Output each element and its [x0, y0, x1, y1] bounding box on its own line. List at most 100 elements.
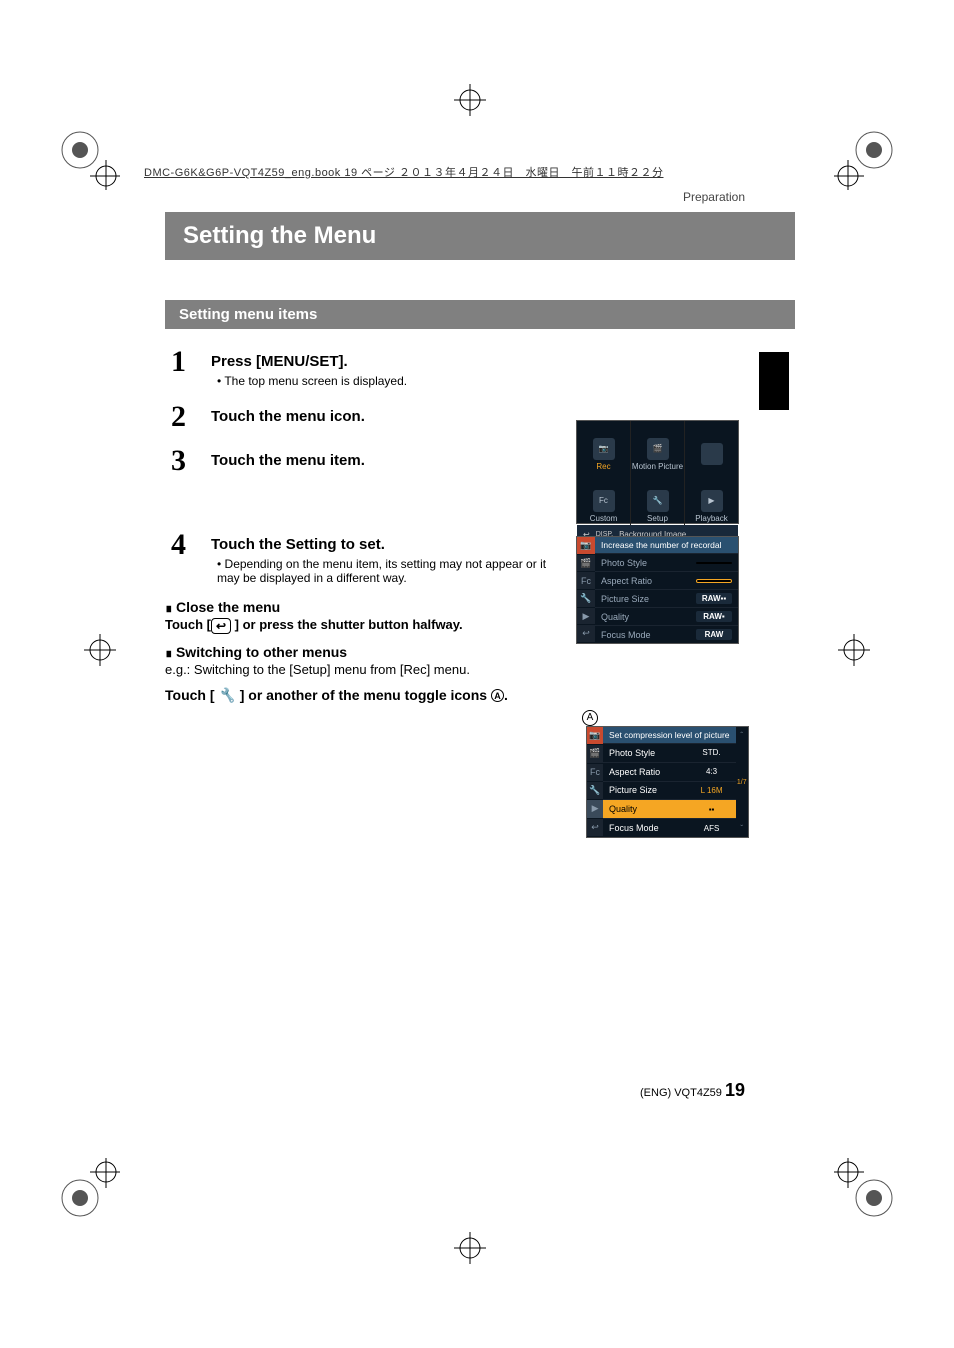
row-label: Quality — [609, 804, 637, 814]
menu-row: Focus ModeRAW — [595, 625, 738, 643]
crop-mark-icon — [834, 630, 874, 670]
menu-tile-custom: Fc Custom — [577, 487, 630, 525]
step-item: 1 Press [MENU/SET]. The top menu screen … — [171, 347, 571, 388]
section-subtitle: Setting menu items — [165, 300, 795, 329]
file-header-text: DMC-G6K&G6P-VQT4Z59_eng.book 19 ページ ２０１３… — [144, 164, 663, 180]
text-fragment: ] or another of the menu toggle icons — [236, 687, 491, 703]
step-number: 3 — [171, 446, 211, 476]
menu-banner: Set compression level of picture — [603, 727, 735, 743]
step-number: 2 — [171, 402, 211, 432]
row-label: Focus Mode — [609, 823, 659, 833]
menu-row: Picture Size L 16M — [603, 781, 735, 800]
sidebar-setup-icon: 🔧 — [577, 590, 595, 608]
row-value: RAW▪▪ — [696, 593, 732, 604]
camera-top-menu-screenshot: 📷 Rec 🎬 Motion Picture Fc Custom 🔧 Setup… — [576, 420, 739, 524]
row-label: Aspect Ratio — [601, 576, 652, 586]
step-item: 4 Touch the Setting to set. Depending on… — [171, 530, 571, 585]
row-value: L 16M — [694, 785, 730, 796]
step-number: 4 — [171, 530, 211, 585]
sidebar-setup-icon: 🔧 — [587, 782, 603, 800]
row-label: Quality — [601, 612, 629, 622]
row-value: RAW — [696, 629, 732, 640]
crop-mark-icon — [834, 1158, 894, 1218]
camera-icon: 📷 — [593, 438, 615, 460]
annotation-a-marker: A — [582, 710, 598, 726]
close-menu-text: Touch [↩ ] or press the shutter button h… — [165, 617, 565, 634]
menu-row: Aspect Ratio — [595, 571, 738, 589]
touch-instruction: Touch [ 🔧 ] or another of the menu toggl… — [165, 687, 565, 704]
row-value: 4:3 — [694, 766, 730, 777]
menu-row: Aspect Ratio 4:3 — [603, 762, 735, 781]
menu-tile-playback: ▶ Playback — [684, 487, 738, 525]
playback-icon: ▶ — [701, 490, 723, 512]
pager-count: 1/7 — [737, 779, 747, 786]
crop-mark-icon — [834, 130, 894, 190]
pager-down-icon: ˇ — [740, 824, 743, 833]
menu-sidebar: 📷 🎬 Fc 🔧 ▶ ↩ — [587, 727, 603, 837]
switch-menu-text: e.g.: Switching to the [Setup] menu from… — [165, 662, 565, 677]
sidebar-rec-icon: 📷 — [587, 727, 603, 745]
row-value: STD. — [694, 747, 730, 758]
sidebar-motion-icon: 🎬 — [577, 555, 595, 573]
crop-mark-icon — [80, 630, 120, 670]
tile-label: Setup — [647, 514, 668, 523]
row-label: Picture Size — [609, 785, 657, 795]
step-title: Touch the menu icon. — [211, 408, 571, 425]
sidebar-back-icon: ↩ — [587, 819, 603, 837]
menu-row: Photo Style — [595, 553, 738, 571]
switch-menu-heading: Switching to other menus — [165, 644, 565, 660]
row-label: Aspect Ratio — [609, 767, 660, 777]
crop-mark-icon — [60, 130, 120, 190]
annotation-a-icon: A — [491, 689, 504, 702]
step-title: Press [MENU/SET]. — [211, 353, 571, 370]
camera-menu-quality-screenshot: 📷 🎬 Fc 🔧 ▶ ↩ Set compression level of pi… — [586, 726, 749, 838]
menu-row: Focus ModeAFS — [603, 818, 735, 837]
pager-up-icon: ˆ — [740, 731, 743, 740]
crop-mark-icon — [60, 1158, 120, 1218]
wrench-icon: 🔧 — [218, 687, 235, 703]
page-title: Setting the Menu — [165, 212, 795, 260]
section-label: Preparation — [165, 190, 795, 204]
menu-tile-motion: 🎬 Motion Picture — [630, 421, 684, 487]
sidebar-playback-icon: ▶ — [587, 800, 603, 818]
steps-list: 1 Press [MENU/SET]. The top menu screen … — [171, 347, 571, 585]
menu-tile-setup: 🔧 Setup — [630, 487, 684, 525]
sidebar-rec-icon: 📷 — [577, 537, 595, 555]
tile-label: Custom — [590, 514, 618, 523]
back-icon: ↩ — [211, 618, 231, 634]
sidebar-motion-icon: 🎬 — [587, 745, 603, 763]
text-fragment: Touch [ — [165, 617, 211, 632]
menu-row: Picture Size RAW▪▪ — [595, 589, 738, 607]
menu-tile-rec: 📷 Rec — [577, 421, 630, 487]
step-item: 3 Touch the menu item. — [171, 446, 571, 476]
tile-label: Motion Picture — [632, 462, 683, 471]
menu-tile-blank — [684, 421, 738, 487]
step-note: The top menu screen is displayed. — [217, 374, 571, 388]
row-label: Picture Size — [601, 594, 649, 604]
step-number: 1 — [171, 347, 211, 388]
sidebar-back-icon: ↩ — [577, 625, 595, 643]
text-fragment: ] or press the shutter button halfway. — [231, 617, 463, 632]
menu-row-selected: Quality ▪▪ — [603, 799, 735, 818]
tile-label: Rec — [596, 462, 610, 471]
blank-icon — [701, 443, 723, 465]
crop-mark-icon — [450, 1228, 490, 1268]
camera-menu-list-screenshot: 📷 🎬 Fc 🔧 ▶ ↩ Increase the number of reco… — [576, 536, 739, 644]
close-menu-heading: Close the menu — [165, 599, 565, 615]
tile-label: Playback — [695, 514, 727, 523]
menu-row: QualityRAW▪ — [595, 607, 738, 625]
crop-mark-icon — [450, 80, 490, 120]
page-number: 19 — [725, 1080, 745, 1100]
step-item: 2 Touch the menu icon. — [171, 402, 571, 432]
sidebar-custom-icon: Fc — [577, 572, 595, 590]
row-label: Photo Style — [609, 748, 655, 758]
video-icon: 🎬 — [647, 438, 669, 460]
step-note: Depending on the menu item, its setting … — [217, 557, 571, 585]
row-value: ▪▪ — [694, 804, 730, 815]
instructions-block: Close the menu Touch [↩ ] or press the s… — [165, 599, 565, 704]
menu-banner: Increase the number of recordal — [595, 537, 738, 553]
page-footer: (ENG) VQT4Z59 19 — [165, 1080, 745, 1101]
row-value — [696, 562, 732, 564]
sidebar-custom-icon: Fc — [587, 764, 603, 782]
setup-icon: 🔧 — [647, 490, 669, 512]
